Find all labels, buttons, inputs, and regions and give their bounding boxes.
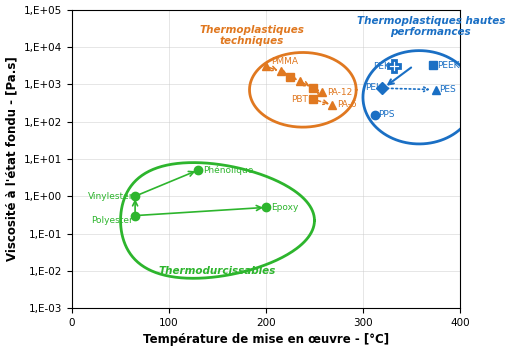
Text: PPS: PPS: [378, 111, 394, 119]
Text: PBT: PBT: [290, 95, 307, 103]
Text: PA-6: PA-6: [336, 100, 356, 109]
Y-axis label: Viscosité à l'état fondu - [Pa.s]: Viscosité à l'état fondu - [Pa.s]: [6, 56, 18, 261]
Text: PEEK: PEEK: [436, 61, 458, 70]
Text: PEK: PEK: [373, 62, 389, 71]
Text: Thermodurcissables: Thermodurcissables: [159, 266, 275, 276]
Text: Polyester: Polyester: [91, 216, 133, 225]
X-axis label: Température de mise en œuvre - [°C]: Température de mise en œuvre - [°C]: [143, 333, 388, 346]
Text: Thermoplastiques hautes
performances: Thermoplastiques hautes performances: [356, 15, 504, 37]
Text: Epoxy: Epoxy: [270, 203, 298, 212]
Text: Vinylester: Vinylester: [88, 192, 133, 201]
Text: Thermoplastiques
techniques: Thermoplastiques techniques: [199, 25, 303, 46]
Text: PA-12: PA-12: [326, 88, 352, 97]
Text: PES: PES: [439, 86, 456, 94]
Text: PEI: PEI: [364, 83, 378, 92]
Text: PMMA: PMMA: [270, 57, 297, 67]
Text: Phénolique: Phénolique: [203, 165, 253, 175]
